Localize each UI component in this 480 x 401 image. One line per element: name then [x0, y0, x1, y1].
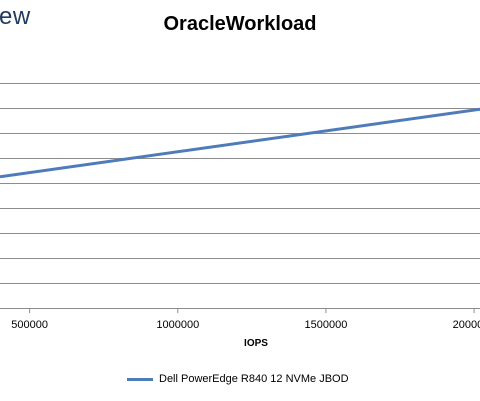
legend-swatch [127, 377, 153, 381]
x-tick-label: 2000000 [453, 319, 480, 331]
legend: Dell PowerEdge R840 12 NVMe JBOD [127, 373, 349, 385]
series-line [0, 107, 480, 179]
series-layer [0, 107, 480, 179]
brand-logo-text: ew [0, 3, 31, 30]
chart-title: OracleWorkload [163, 13, 317, 35]
gridlines [0, 83, 480, 309]
x-tick-labels: 500000 1000000 1500000 2000000 [11, 308, 480, 331]
x-tick-label: 500000 [11, 319, 48, 331]
x-tick-label: 1500000 [305, 319, 348, 331]
x-axis-title: IOPS [244, 338, 268, 349]
legend-label: Dell PowerEdge R840 12 NVMe JBOD [159, 373, 349, 385]
x-tick-label: 1000000 [156, 319, 199, 331]
